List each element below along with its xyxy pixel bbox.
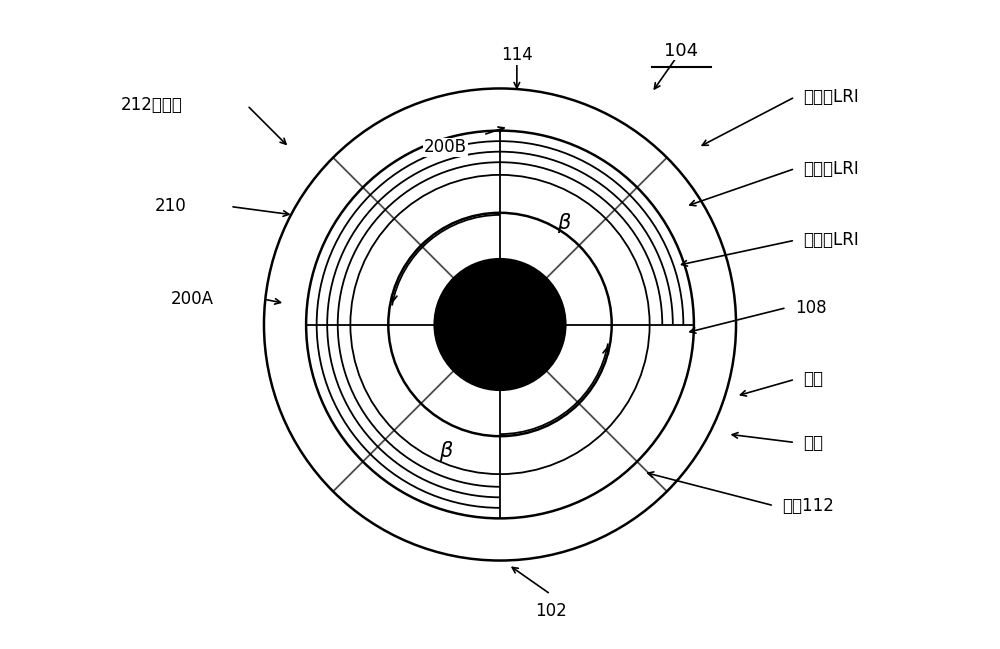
Text: 212角膜缘: 212角膜缘 [121, 96, 183, 114]
Text: 虹膜: 虹膜 [803, 434, 823, 452]
Text: 巩膜: 巩膜 [803, 371, 823, 388]
Text: 200A: 200A [171, 290, 214, 308]
Text: 200B: 200B [424, 138, 467, 156]
Text: 108: 108 [795, 299, 827, 317]
Text: 104: 104 [664, 42, 698, 60]
Text: 最内层LRI: 最内层LRI [803, 231, 859, 249]
Text: 中间层LRI: 中间层LRI [803, 160, 859, 178]
Text: β: β [557, 214, 570, 234]
Text: 最外层LRI: 最外层LRI [803, 88, 859, 106]
Text: 114: 114 [501, 45, 533, 64]
Text: 瞳孔112: 瞳孔112 [782, 496, 834, 515]
Text: 102: 102 [535, 602, 566, 620]
Circle shape [435, 259, 565, 390]
Text: β: β [439, 441, 452, 461]
Text: 210: 210 [154, 197, 186, 215]
